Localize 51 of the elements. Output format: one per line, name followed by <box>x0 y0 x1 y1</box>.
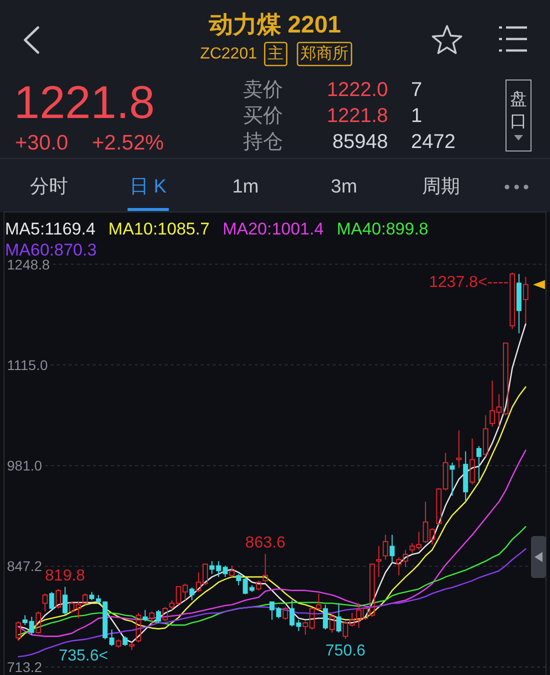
text: MA5:1169.4 <box>5 220 96 238</box>
y-tick-label: 847.2 <box>7 558 42 574</box>
text: 主 <box>268 44 284 62</box>
y-tick-label: 1115.0 <box>7 356 48 373</box>
candlestick <box>450 462 455 496</box>
text: MA20:1001.4 <box>222 220 324 238</box>
text: 卖价 <box>243 79 283 101</box>
text: +2.52% <box>92 132 164 154</box>
text: 盘口 <box>510 90 527 130</box>
annotation: 1237.8<---- <box>429 274 509 292</box>
candlestick <box>142 610 148 622</box>
text: 持仓 <box>243 131 283 153</box>
annotation: 735.6< <box>58 648 108 665</box>
text: 3m <box>330 176 358 198</box>
candlestick <box>376 546 382 578</box>
candlestick <box>456 430 462 468</box>
candlestick <box>476 446 482 482</box>
text: 1222.0 <box>326 79 388 101</box>
text: MA40:899.8 <box>336 220 428 238</box>
text: 1 <box>411 105 422 127</box>
text: 周期 <box>422 176 460 198</box>
text: 买价 <box>243 105 283 127</box>
candlestick <box>156 610 162 624</box>
candlestick <box>336 602 342 634</box>
text: 1221.8 <box>326 105 388 127</box>
annotation: 863.6 <box>245 534 286 552</box>
text: 7 <box>411 79 422 101</box>
annotation: 819.8 <box>45 567 86 584</box>
text: 日 K <box>130 176 167 198</box>
text: MA10:1085.7 <box>108 220 210 238</box>
annotation: 750.6 <box>325 642 366 660</box>
text: 郑商所 <box>300 44 348 62</box>
candlestick <box>522 276 528 324</box>
candlestick <box>322 604 328 630</box>
text: 2472 <box>411 131 456 153</box>
chart-title: 动力煤 2201 <box>208 12 342 38</box>
candlestick <box>189 586 194 601</box>
y-tick-label: 981.0 <box>7 458 42 474</box>
candlestick <box>122 636 128 647</box>
y-tick-label: 713.2 <box>7 659 42 675</box>
text: 1221.8 <box>14 76 155 128</box>
candlestick <box>62 586 68 616</box>
candlestick <box>236 573 242 586</box>
text: 1m <box>232 176 259 198</box>
text: 85948 <box>332 131 388 153</box>
candlestick <box>390 534 395 564</box>
text: 分时 <box>30 176 68 198</box>
text: +30.0 <box>15 132 68 154</box>
chart-subtitle: ZC2201 <box>200 46 258 62</box>
candlestick <box>109 629 114 647</box>
candlestick <box>49 591 54 611</box>
